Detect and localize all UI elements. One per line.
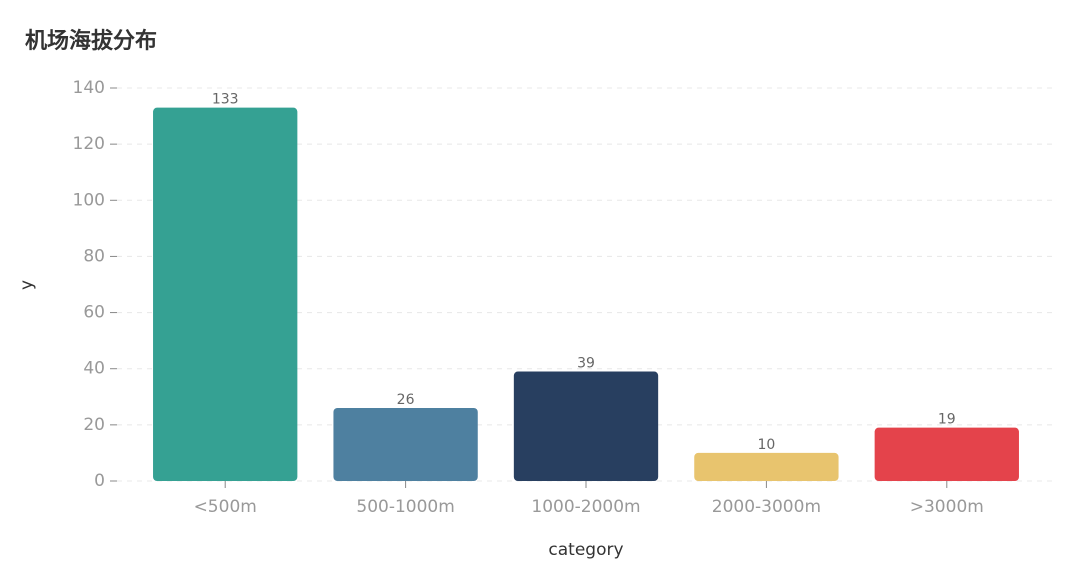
y-tick-label: 20 bbox=[83, 415, 105, 435]
value-label: 19 bbox=[938, 412, 956, 428]
value-label: 133 bbox=[212, 92, 239, 108]
value-label: 39 bbox=[577, 356, 595, 372]
y-tick-label: 120 bbox=[73, 134, 105, 154]
y-axis-label: y bbox=[17, 280, 37, 290]
y-tick-label: 100 bbox=[73, 190, 105, 210]
value-label: 10 bbox=[757, 437, 775, 453]
y-tick-label: 80 bbox=[83, 246, 105, 266]
chart-title: 机场海拔分布 bbox=[25, 28, 157, 54]
value-label: 26 bbox=[397, 392, 415, 408]
y-tick-label: 140 bbox=[73, 78, 105, 98]
x-tick-label: >3000m bbox=[910, 497, 984, 517]
x-tick-label: 1000-2000m bbox=[531, 497, 640, 517]
x-tick-label: 2000-3000m bbox=[712, 497, 821, 517]
y-tick-label: 0 bbox=[94, 471, 105, 491]
y-tick-label: 40 bbox=[83, 359, 105, 379]
bar bbox=[513, 371, 659, 481]
bar bbox=[153, 107, 298, 482]
bar bbox=[694, 452, 839, 481]
y-tick-label: 60 bbox=[83, 303, 105, 323]
x-tick-label: 500-1000m bbox=[356, 497, 454, 517]
x-axis-label: category bbox=[548, 540, 623, 560]
bar bbox=[874, 427, 1019, 481]
bar bbox=[333, 408, 478, 481]
x-tick-label: <500m bbox=[194, 497, 257, 517]
